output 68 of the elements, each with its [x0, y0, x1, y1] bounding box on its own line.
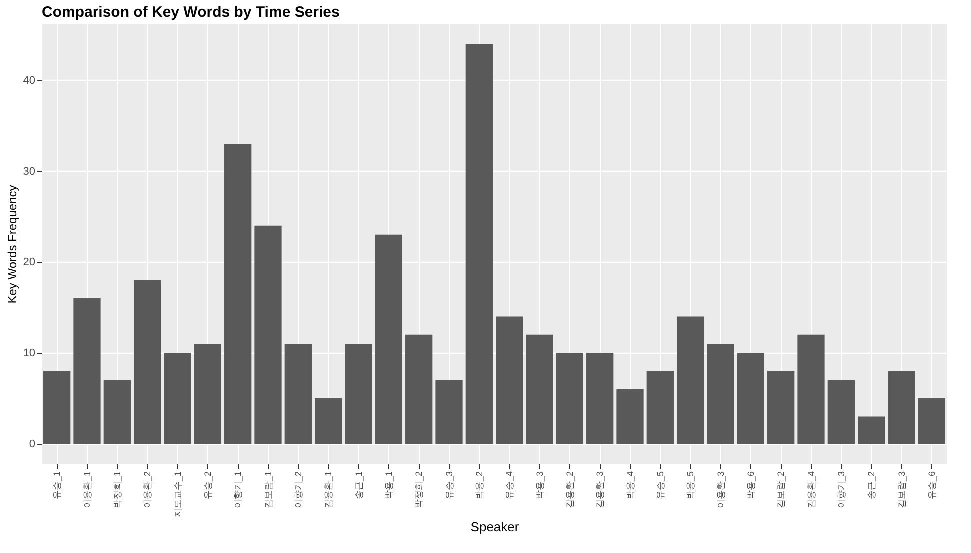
x-tick-label: 박정희_2: [414, 472, 424, 509]
bar: [616, 389, 644, 444]
bar: [918, 398, 946, 444]
bar: [798, 334, 825, 444]
x-tick-label: 김용환_3: [595, 472, 606, 509]
x-tick-label: 이용환_3: [716, 472, 726, 509]
x-tick-label: 박정희_1: [112, 472, 122, 509]
x-tick-label: 박용_3: [534, 472, 545, 500]
bar: [104, 380, 131, 444]
bar: [74, 298, 101, 444]
bar: [44, 371, 71, 444]
bar: [526, 334, 554, 444]
bar: [858, 416, 886, 444]
bar: [315, 398, 342, 444]
bar: [707, 344, 734, 444]
x-tick-label: 김보람_1: [263, 472, 274, 509]
x-tick-label: 김보람_3: [896, 472, 907, 509]
x-tick-label: 유승_4: [504, 472, 515, 500]
x-tick-label: 박용_6: [746, 472, 756, 500]
bar: [345, 344, 372, 444]
x-tick-label: 김용환_4: [806, 472, 816, 509]
bar: [828, 380, 855, 444]
chart-title: Comparison of Key Words by Time Series: [42, 4, 340, 21]
bar: [436, 380, 463, 444]
x-tick-label: 박용_1: [384, 472, 394, 500]
x-tick-label: 박용_5: [686, 472, 696, 500]
bar: [556, 353, 584, 444]
x-tick-label: 유승_1: [52, 472, 62, 500]
y-axis-title: Key Words Frequency: [5, 185, 20, 304]
x-tick-label: 김보람_2: [776, 472, 786, 509]
bar: [134, 280, 162, 444]
x-tick-label: 김용환_2: [564, 472, 575, 509]
y-tick-label: 10: [23, 348, 36, 360]
bar: [254, 226, 282, 444]
x-tick-label: 박용_2: [474, 472, 484, 500]
x-tick-label: 이향기_2: [293, 472, 304, 509]
bar: [164, 353, 192, 444]
bar: [586, 353, 614, 444]
x-tick-label: 이향기_1: [233, 472, 244, 509]
x-tick-label: 이용환_2: [142, 472, 153, 509]
bar: [677, 316, 704, 444]
x-axis-title: Speaker: [470, 520, 520, 535]
bar: [375, 234, 402, 444]
x-tick-label: 유승_6: [926, 472, 937, 500]
x-tick-label: 유승_3: [444, 472, 454, 500]
x-tick-label: 지도교수_1: [172, 472, 183, 518]
bar: [284, 344, 312, 444]
x-tick-label: 유승_5: [655, 472, 666, 500]
bar: [737, 353, 764, 444]
x-tick-label: 박용_4: [625, 472, 636, 500]
bar: [888, 371, 916, 444]
x-tick-label: 송근_1: [354, 472, 364, 500]
x-tick-label: 이용환_1: [82, 472, 92, 509]
bar: [224, 144, 252, 444]
x-tick-label: 이향기_3: [836, 472, 846, 509]
x-tick-label: 유승_2: [202, 472, 213, 500]
y-tick-label: 30: [23, 166, 36, 178]
bar: [768, 371, 795, 444]
y-tick-label: 40: [23, 74, 36, 87]
x-tick-label: 김용환_1: [324, 472, 334, 509]
bar: [406, 334, 433, 444]
x-tick-label: 송근_2: [866, 472, 877, 500]
bar: [496, 316, 524, 444]
y-tick-label: 20: [23, 256, 36, 269]
bar: [646, 371, 674, 444]
y-tick-label: 0: [29, 438, 36, 450]
bar: [466, 44, 493, 444]
bar: [194, 344, 222, 444]
